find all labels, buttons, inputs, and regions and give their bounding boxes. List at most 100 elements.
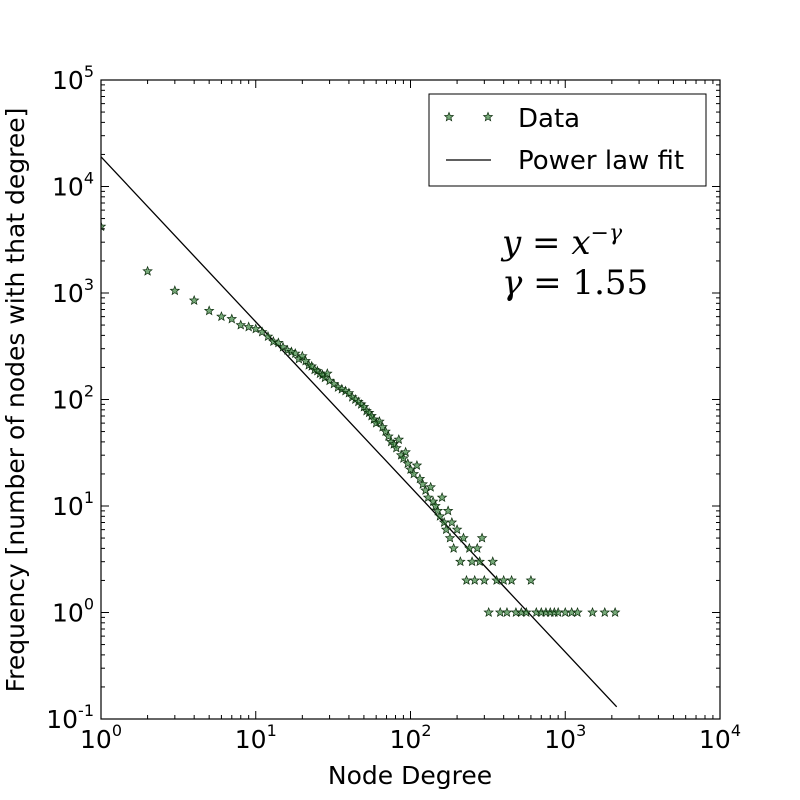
- data-point: [506, 574, 517, 585]
- data-point: [444, 532, 456, 543]
- data-point: [474, 556, 485, 567]
- data-point: [471, 542, 483, 553]
- data-point: [400, 446, 411, 457]
- data-point: [377, 421, 388, 432]
- x-tick-label: 101: [235, 721, 277, 754]
- y-tick-label: 103: [52, 275, 94, 308]
- legend-label-fit: Power law fit: [518, 146, 684, 176]
- data-point: [599, 606, 611, 617]
- equation-lhs: y: [500, 223, 522, 263]
- x-tick-label: 100: [80, 721, 122, 754]
- data-point: [422, 492, 434, 503]
- data-point: [430, 500, 441, 511]
- data-point: [469, 574, 480, 585]
- data-point: [216, 311, 227, 322]
- data-point: [101, 221, 107, 232]
- data-point: [609, 606, 621, 617]
- data-point: [343, 387, 355, 398]
- data-point: [440, 524, 452, 535]
- y-tick-label: 101: [52, 488, 94, 521]
- data-point: [442, 505, 454, 516]
- data-point: [402, 458, 414, 469]
- data-point: [391, 442, 402, 453]
- data-point: [297, 350, 308, 361]
- data-point: [243, 321, 254, 332]
- axis-ticks: [100, 79, 721, 720]
- data-point: [262, 330, 274, 342]
- data-point: [256, 326, 268, 337]
- y-tick-label: 104: [52, 169, 94, 202]
- x-tick-label: 104: [699, 721, 741, 754]
- gamma-equals: =: [522, 263, 572, 303]
- data-point: [300, 355, 311, 366]
- legend-box: [428, 93, 707, 187]
- data-point: [203, 305, 215, 316]
- data-point: [358, 401, 370, 412]
- data-point: [425, 481, 436, 492]
- legend-marker-data-2: [482, 111, 494, 122]
- equation-equals: =: [521, 223, 571, 263]
- data-point: [398, 452, 409, 463]
- data-point: [572, 606, 583, 617]
- y-axis-label: Frequency [number of nodes with that deg…: [1, 108, 30, 693]
- data-point: [289, 348, 301, 359]
- data-point: [436, 492, 448, 503]
- legend-star-icon: [482, 111, 494, 122]
- data-point: [587, 606, 598, 617]
- data-point: [521, 606, 532, 617]
- data-point: [434, 510, 446, 521]
- data-point: [451, 524, 463, 535]
- data-point: [483, 606, 494, 617]
- y-tick-label: 102: [52, 382, 94, 415]
- data-point: [427, 496, 439, 507]
- x-axis-label: Node Degree: [328, 761, 492, 790]
- data-point: [411, 459, 423, 471]
- legend-star-icon: [443, 111, 455, 122]
- data-point: [374, 416, 385, 427]
- equation-annotation: y = x−γ γ = 1.55: [500, 221, 648, 303]
- y-tick-label: 100: [52, 595, 94, 628]
- data-point: [446, 516, 458, 527]
- power-law-fit-line: [101, 156, 618, 708]
- x-tick-label: 103: [544, 721, 586, 754]
- legend: Data Power law fit: [428, 93, 707, 187]
- data-point: [448, 542, 459, 553]
- legend-label-data: Data: [518, 104, 580, 134]
- data-point: [476, 532, 488, 543]
- data-point: [169, 285, 181, 296]
- equation-line-1: y = x−γ: [500, 221, 623, 263]
- data-point: [525, 574, 537, 585]
- data-point: [188, 294, 200, 306]
- data-point: [235, 319, 247, 330]
- legend-marker-data: [443, 111, 455, 122]
- data-point: [432, 505, 444, 516]
- data-point: [142, 265, 153, 276]
- data-point: [250, 323, 262, 334]
- data-point: [268, 336, 279, 347]
- data-point: [487, 556, 499, 567]
- y-tick-label: 105: [52, 62, 94, 95]
- data-point: [383, 430, 394, 441]
- plot-series: [101, 156, 621, 708]
- gamma-symbol: γ: [502, 263, 523, 303]
- data-point: [501, 606, 513, 617]
- data-point: [458, 532, 469, 543]
- y-tick-label: 10-1: [46, 701, 94, 734]
- data-point: [479, 574, 490, 585]
- data-point: [393, 434, 405, 445]
- x-tick-label: 102: [390, 721, 432, 754]
- data-point: [455, 556, 466, 567]
- equation-line-2: γ = 1.55: [502, 263, 648, 303]
- data-point: [273, 337, 284, 348]
- data-point: [417, 478, 429, 489]
- equation-exponent: −γ: [591, 221, 623, 246]
- data-point: [380, 426, 391, 437]
- data-point: [226, 313, 238, 324]
- data-point: [414, 473, 426, 484]
- gamma-value: 1.55: [572, 263, 648, 303]
- data-point: [408, 468, 420, 479]
- equation-base: x: [571, 223, 590, 263]
- data-point: [322, 368, 333, 379]
